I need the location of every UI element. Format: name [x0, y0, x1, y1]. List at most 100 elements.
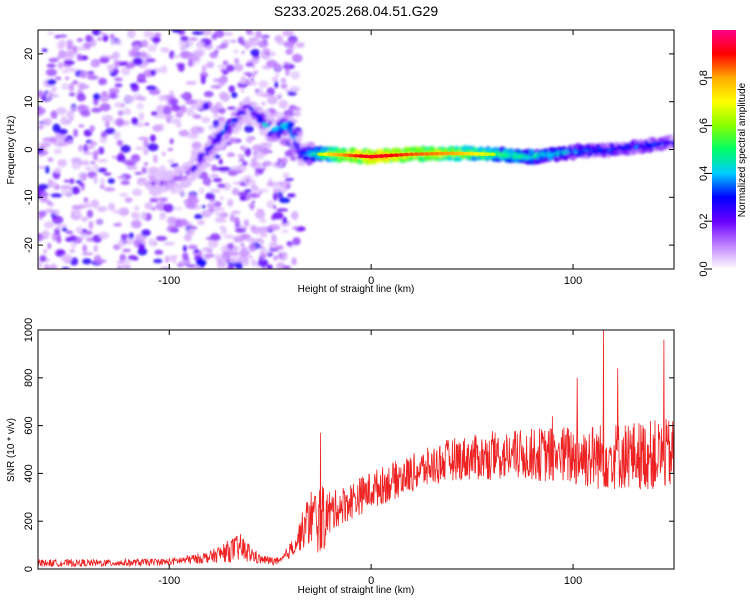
spectrogram-cell — [63, 60, 76, 65]
spectrogram-cell — [222, 60, 229, 66]
spectrogram-cell — [53, 167, 62, 174]
spectrogram-cell — [93, 149, 99, 157]
spectrogram-cell — [283, 41, 295, 48]
spectrogram-cell — [278, 95, 282, 99]
snr-frame — [37, 329, 675, 570]
spectrogram-ylabel: Frequency (Hz) — [6, 116, 17, 185]
spectrogram-cell — [180, 35, 189, 42]
spectrogram-cell — [215, 167, 227, 172]
spectrogram-cell — [66, 110, 75, 119]
spectrogram-cell — [271, 233, 277, 242]
spectrogram-cell — [237, 83, 249, 87]
spectrogram-cell — [166, 116, 172, 124]
spectrogram-cell — [270, 137, 280, 142]
spectrogram-cell — [82, 151, 94, 155]
spectrogram-cell — [217, 64, 227, 68]
spectrogram-cell — [195, 162, 204, 168]
spectrogram-cell — [120, 233, 129, 239]
spectrogram-cell — [247, 74, 251, 78]
spectrogram-cell — [200, 75, 206, 85]
spectrogram-cell — [194, 213, 203, 220]
spectrogram-cell — [179, 94, 190, 98]
spectrogram-cell — [259, 245, 263, 249]
spectrogram-cell — [107, 178, 115, 184]
spectrogram-cell — [273, 205, 277, 209]
spectrogram-cell — [279, 251, 288, 261]
spectrogram-cell — [261, 34, 270, 39]
spectrogram-cell — [274, 80, 279, 89]
spectrogram-cell — [244, 147, 252, 157]
spectrogram-cell — [38, 261, 43, 269]
colorbar-tick-label: 0.6 — [698, 118, 710, 133]
spectrogram-cell — [285, 88, 290, 93]
spectrogram-cell — [152, 124, 162, 132]
spectrogram-cell — [127, 30, 136, 39]
spectrogram-cell — [161, 151, 166, 157]
spectrogram-cell — [228, 85, 235, 93]
spectrogram-cell — [132, 57, 143, 66]
spectrogram-cell — [136, 102, 144, 110]
spectrogram-cell — [158, 197, 169, 203]
spectrogram-cell — [169, 138, 174, 145]
spectrogram-cell — [137, 73, 146, 82]
spectrogram-cell — [99, 137, 108, 143]
spectrogram-cell — [114, 83, 123, 88]
spectrogram-cell — [191, 172, 200, 179]
spectrogram-cell — [147, 166, 160, 175]
spectrogram-cell — [98, 146, 105, 155]
spectrogram-cell — [272, 211, 284, 220]
spectrogram-cell — [151, 111, 159, 117]
spectrogram-cell — [202, 102, 210, 111]
spectrogram-cell — [144, 202, 153, 210]
spectrogram-cell — [253, 153, 266, 160]
colorbar-tick-label: 0.8 — [698, 70, 710, 85]
spectrogram-cell — [77, 104, 86, 110]
y-tick-label: 400 — [23, 464, 35, 482]
spectrogram-cell — [227, 264, 235, 269]
spectrogram-cell — [116, 265, 122, 269]
spectrogram-cell — [68, 83, 75, 92]
spectrogram-cell — [172, 54, 182, 59]
spectrogram-cell — [70, 157, 82, 164]
spectrogram-cell — [243, 219, 250, 227]
spectrogram-cell — [671, 136, 674, 141]
spectrogram-cell — [125, 62, 135, 69]
spectrogram-cell — [134, 146, 146, 150]
spectrogram-cell — [249, 37, 253, 41]
spectrogram-cell — [210, 85, 222, 89]
spectrogram-cell — [131, 117, 139, 125]
spectrogram-cell — [39, 255, 47, 263]
spectrogram-cell — [128, 49, 139, 58]
spectrogram-cell — [87, 70, 95, 76]
spectrogram-cell — [120, 144, 131, 153]
spectrogram-cell — [90, 161, 96, 165]
spectrogram-cell — [218, 107, 226, 114]
spectrogram-cell — [187, 58, 193, 68]
spectrogram-cell — [98, 93, 110, 103]
spectrogram-cell — [118, 176, 126, 180]
spectrogram-cell — [266, 52, 270, 56]
spectrogram-cell — [130, 154, 141, 163]
spectrogram-cell — [113, 59, 120, 69]
spectrogram-cell — [205, 236, 217, 241]
spectrogram-cell — [147, 44, 157, 53]
snr-x-ticks: -100 0 100 — [158, 330, 582, 587]
spectrogram-cell — [285, 48, 294, 55]
spectrogram-cell — [278, 99, 289, 109]
colorbar: 0.0 0.2 0.4 0.6 0.8 Normalized spectral ampl… — [698, 30, 748, 277]
spectrogram-cell — [75, 226, 84, 232]
spectrogram-cell — [115, 117, 125, 127]
spectrogram-cell — [233, 63, 244, 72]
spectrogram-cell — [253, 70, 259, 75]
spectrogram-cell — [120, 180, 131, 186]
spectrogram-cell — [177, 63, 185, 72]
spectrogram-y-ticks: -20 -10 0 10 20 — [23, 48, 674, 253]
spectrogram-cell — [194, 50, 203, 58]
spectrogram-cell — [261, 101, 266, 106]
spectrogram-cell — [221, 251, 232, 258]
spectrogram-cell — [168, 98, 179, 105]
spectrogram-cell — [237, 191, 249, 197]
spectrogram-cell — [166, 216, 177, 225]
